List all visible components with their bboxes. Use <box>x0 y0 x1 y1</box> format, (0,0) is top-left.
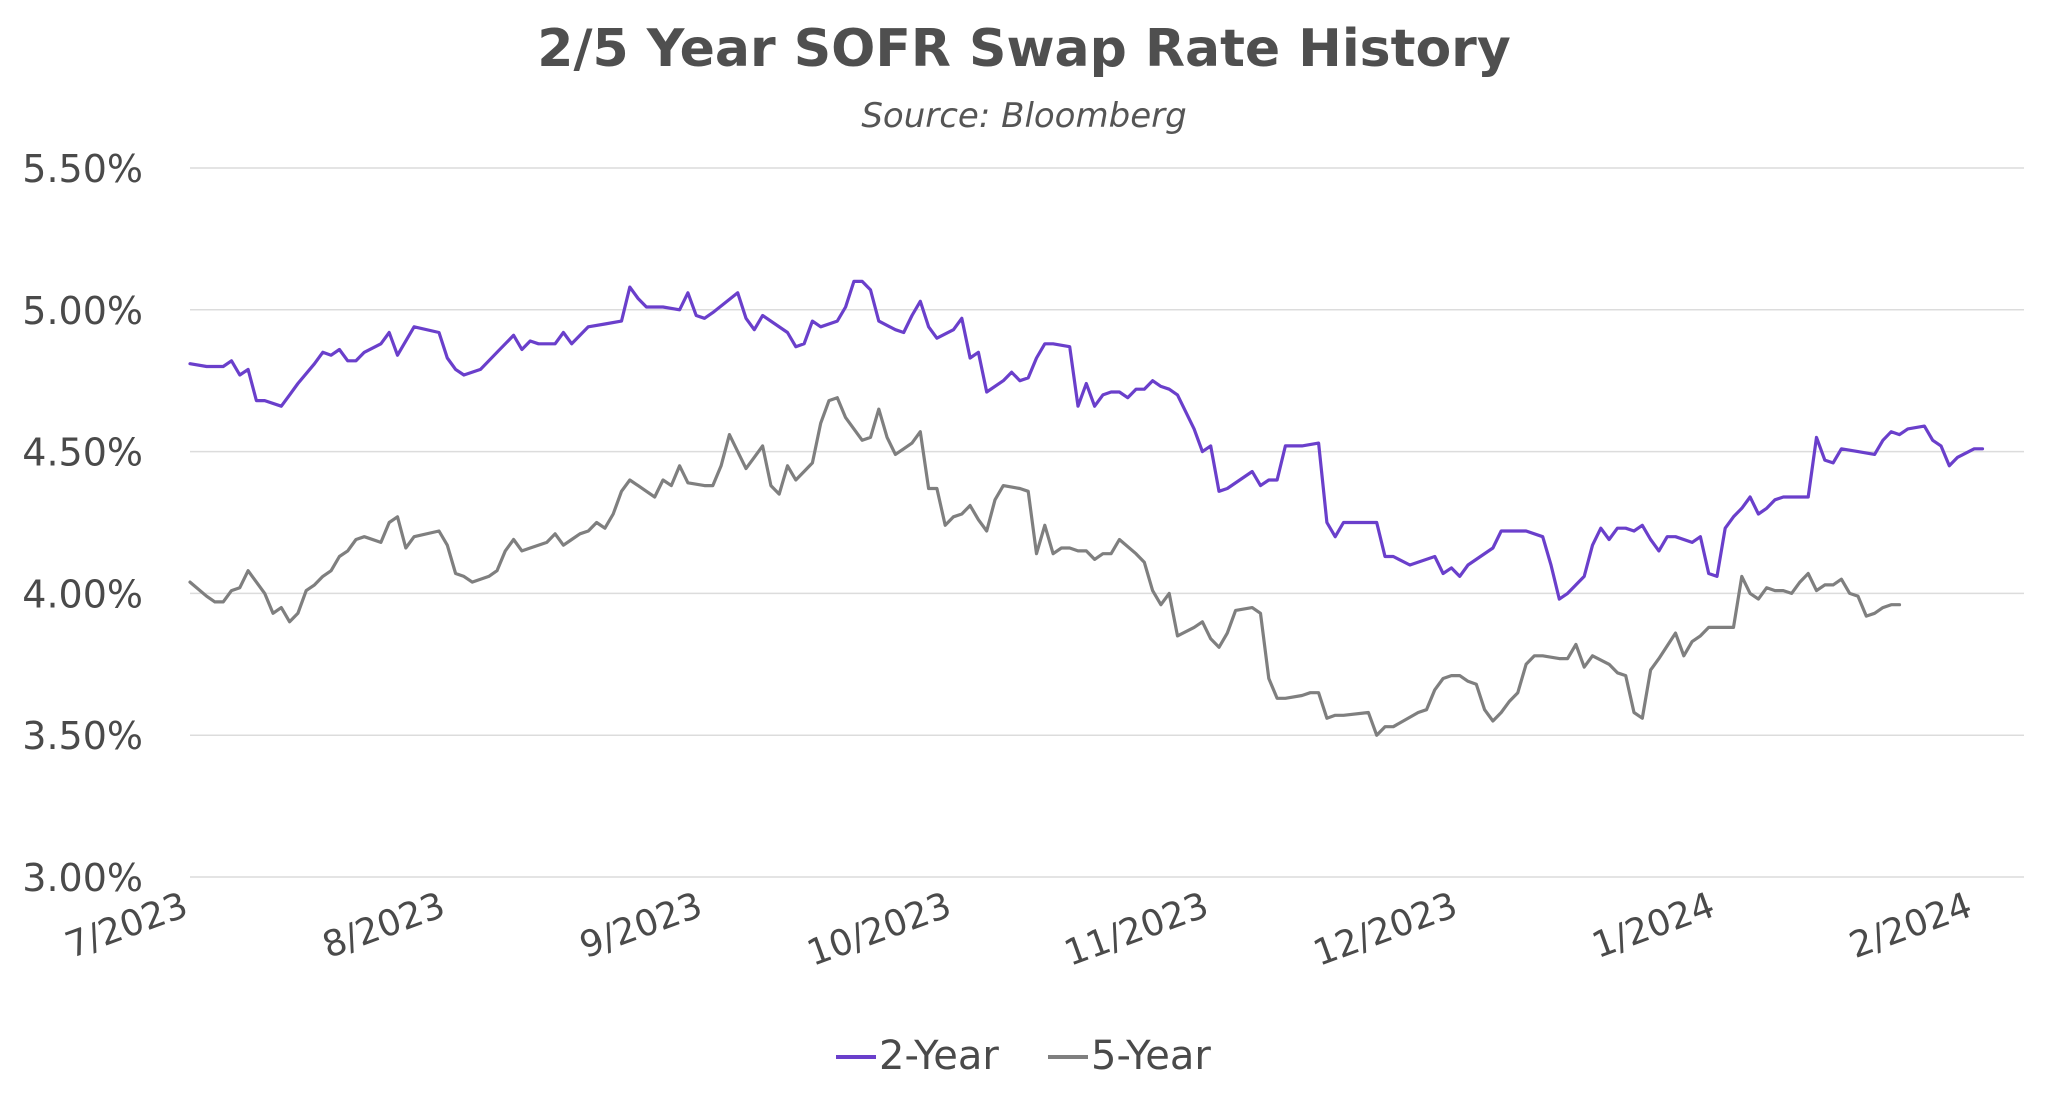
x-axis-ticks: 7/2023 8/2023 9/2023 10/2023 11/2023 12/2023 1… <box>60 885 1977 975</box>
legend-label-5-year: 5-Year <box>1091 1033 1211 1079</box>
x-tick-label: 1/2024 <box>1587 885 1720 967</box>
y-tick-label: 4.50% <box>22 431 143 475</box>
series-line-2-year <box>188 279 1985 601</box>
x-tick-label: 2/2024 <box>1844 885 1977 967</box>
chart-subtitle: Source: Bloomberg <box>861 96 1186 136</box>
y-axis-ticks: 3.00% 3.50% 4.00% 4.50% 5.00% 5.50% <box>22 147 143 900</box>
y-tick-label: 5.00% <box>22 289 143 333</box>
grid-layer <box>190 167 2024 878</box>
y-tick-label: 3.00% <box>22 856 143 900</box>
x-tick-label: 10/2023 <box>802 885 957 975</box>
series-layer <box>188 279 1985 737</box>
legend-label-2-year: 2-Year <box>879 1033 999 1079</box>
x-tick-label: 11/2023 <box>1059 885 1214 975</box>
x-tick-label: 12/2023 <box>1308 885 1463 975</box>
y-tick-label: 5.50% <box>22 147 143 191</box>
chart-title: 2/5 Year SOFR Swap Rate History <box>537 19 1510 79</box>
legend: 2-Year 5-Year <box>836 1033 1211 1079</box>
series-line-5-year <box>188 396 1902 737</box>
y-tick-label: 4.00% <box>22 572 143 616</box>
x-tick-label: 9/2023 <box>575 885 708 967</box>
y-tick-label: 3.50% <box>22 714 143 758</box>
x-tick-label: 8/2023 <box>317 885 450 967</box>
